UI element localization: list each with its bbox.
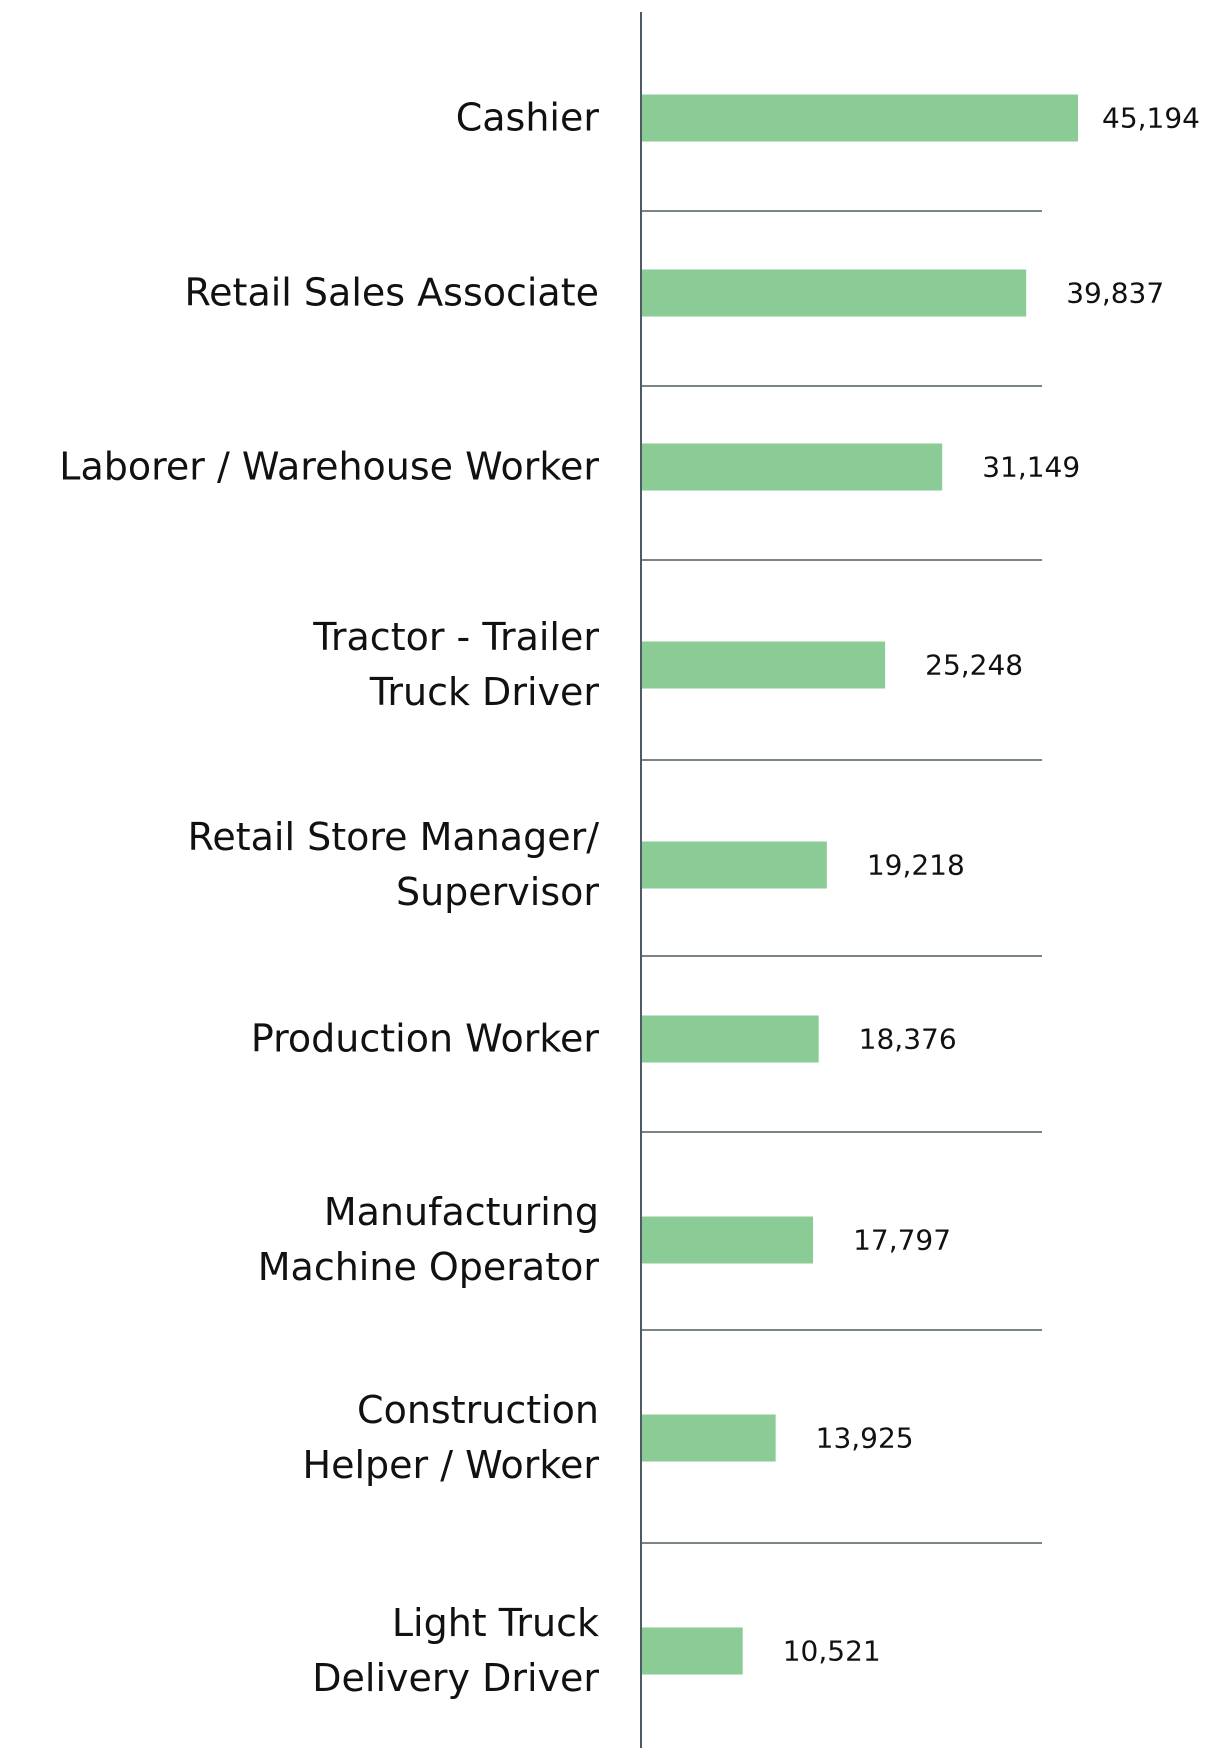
value-label: 17,797 — [853, 1223, 952, 1257]
value-label: 39,837 — [1066, 276, 1165, 310]
value-label: 31,149 — [982, 450, 1081, 484]
bar — [641, 443, 943, 491]
value-label: 45,194 — [1102, 101, 1200, 135]
value-label: 19,218 — [866, 848, 965, 882]
value-label: 10,521 — [782, 1634, 881, 1668]
bar — [641, 269, 1027, 317]
category-label: Light Truck Delivery Driver — [312, 1601, 599, 1700]
bar — [641, 1414, 776, 1462]
value-label: 18,376 — [858, 1022, 957, 1056]
category-label: Manufacturing Machine Operator — [257, 1190, 599, 1289]
category-label: Retail Store Manager/ Supervisor — [187, 815, 599, 914]
bar — [641, 1015, 819, 1063]
category-label: Retail Sales Associate — [184, 270, 599, 315]
value-label: 25,248 — [925, 648, 1024, 682]
bar — [641, 841, 827, 889]
category-label: Construction Helper / Worker — [302, 1388, 599, 1487]
value-label: 13,925 — [815, 1421, 914, 1455]
bar — [641, 1216, 814, 1264]
bar — [641, 1627, 743, 1675]
category-label: Cashier — [455, 95, 599, 140]
bar — [641, 94, 1078, 142]
bar — [641, 641, 886, 689]
category-label: Laborer / Warehouse Worker — [59, 444, 599, 489]
category-label: Production Worker — [250, 1016, 599, 1061]
category-label: Tractor - Trailer Truck Driver — [313, 615, 599, 714]
